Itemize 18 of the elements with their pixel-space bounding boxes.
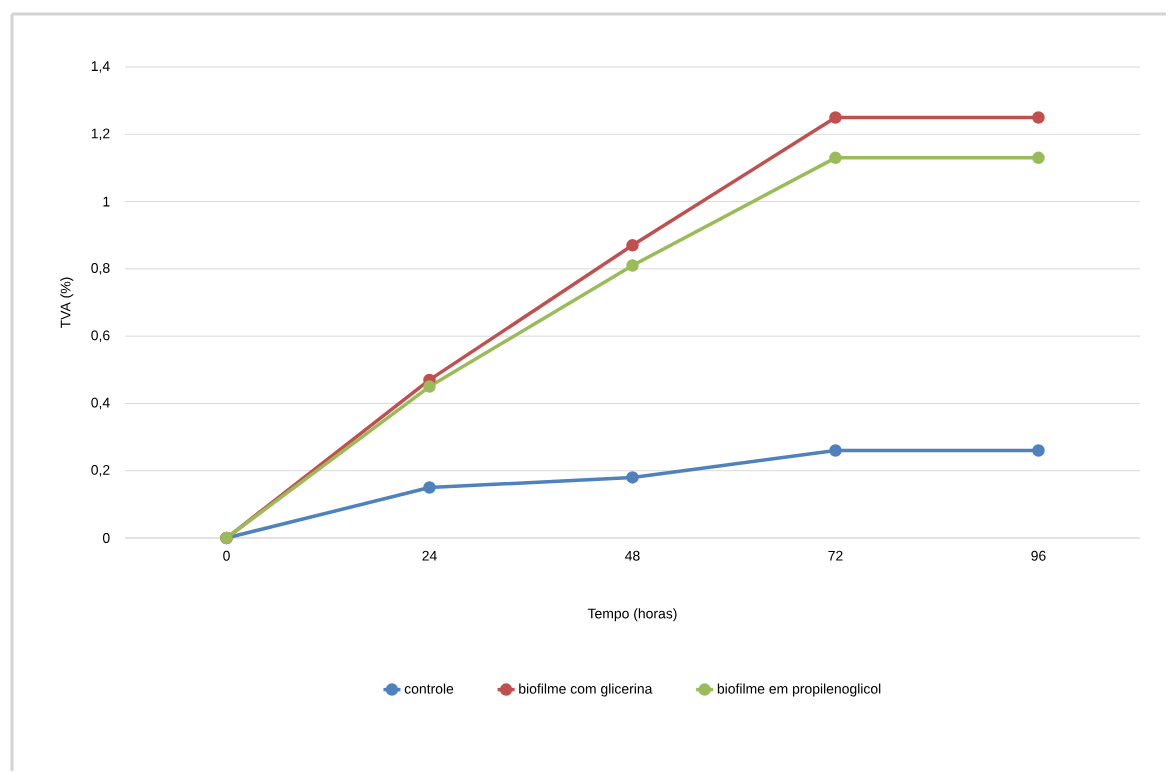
x-tick-label: 0 [223, 550, 230, 561]
y-tick-label: 1 [103, 196, 110, 207]
x-tick-label: 96 [1031, 550, 1046, 561]
y-tick-label: 0,8 [91, 262, 110, 275]
y-tick-label: 0 [102, 532, 110, 543]
y-tick-label: 0,6 [91, 330, 110, 342]
legend-label: controle [404, 683, 454, 694]
y-tick-label: 1,4 [91, 61, 110, 73]
x-tick-label: 48 [625, 550, 640, 561]
y-axis-title: TVA (%) [60, 277, 74, 328]
y-tick-label: 0,2 [91, 464, 110, 477]
x-tick-label: 72 [828, 550, 843, 561]
y-tick-label: 0,4 [91, 397, 110, 409]
legend-label: biofilme com glicerina [519, 683, 653, 697]
x-axis-title: Tempo (horas) [587, 607, 677, 621]
x-tick-label: 24 [422, 550, 437, 561]
y-tick-label: 1,2 [91, 128, 110, 140]
legend-label: biofilme em propilenoglicol [717, 683, 881, 697]
